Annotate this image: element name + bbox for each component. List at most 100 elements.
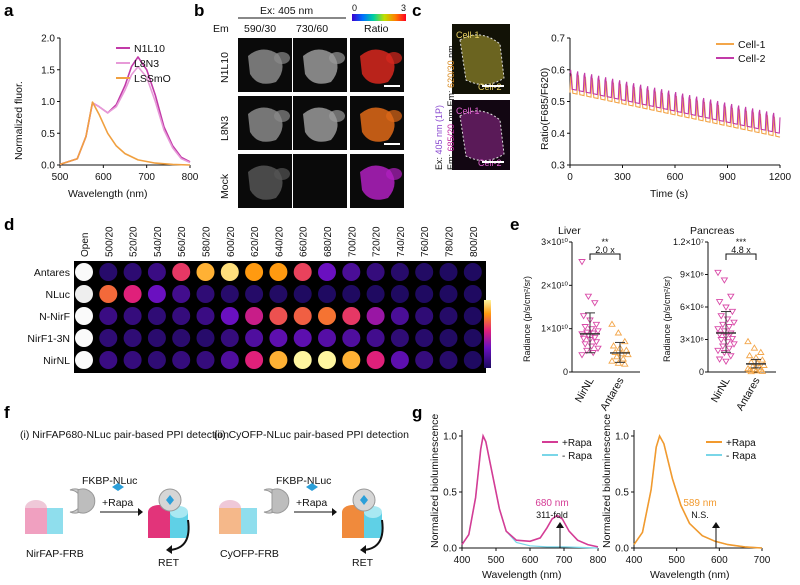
d-well (99, 351, 118, 369)
d-row-label: Antares (34, 267, 70, 279)
f-nluc-shape (77, 488, 96, 514)
d-well (123, 351, 142, 369)
c-xtick-label: 900 (719, 172, 736, 183)
f-ret-arrow (363, 519, 384, 551)
f-rapa-icon (112, 483, 124, 491)
d-well (172, 351, 191, 369)
e2-point (722, 358, 730, 366)
d-well (415, 329, 434, 347)
d-col-label: 660/20 (299, 226, 310, 257)
a-legend-label: L8N3 (134, 58, 159, 70)
d-colorbar (484, 300, 491, 368)
b-cell-shape (386, 168, 402, 180)
d-well (463, 329, 482, 347)
panel-b-images: Ex: 405 nm Em 590/30 730/60 0 3 Ratio N1… (213, 3, 406, 208)
g1-series-+Rapa (461, 433, 599, 548)
e1-ytick-label: 0 (563, 367, 568, 377)
d-col-label: 560/20 (177, 226, 188, 257)
e1-ytick-label: 2×10¹⁰ (541, 280, 568, 290)
b-ratio-max: 3 (401, 3, 406, 13)
e1-category-label: Antares (598, 376, 626, 413)
d-col-label: 540/20 (153, 226, 164, 257)
d-well (123, 329, 142, 347)
c-xtick-label: 1200 (769, 172, 792, 183)
d-well (390, 285, 409, 303)
g2-ylabel: Normalized bioluminescence (601, 414, 613, 548)
e2-point (717, 337, 725, 344)
d-well (318, 285, 336, 303)
g1-chart: 400 500 600 700 800 0.0 0.5 1.0 +Rapa - Rapa (443, 432, 607, 567)
d-well (75, 351, 93, 369)
d-well (75, 285, 93, 303)
d-well (366, 285, 385, 303)
b-image-tile (293, 154, 347, 208)
c-cell1-magenta: Cell-1 (456, 106, 480, 116)
e2-point (750, 344, 759, 351)
e2-ytick-label: 0 (699, 367, 704, 377)
e1-point (624, 350, 632, 358)
g1-xtick-label: 400 (454, 555, 471, 566)
panel-e: Liver Pancreas Radiance (p/s/cm²/sr) Rad… (522, 225, 776, 413)
e2-point (725, 345, 733, 353)
b-cell-shape (303, 49, 338, 84)
e2-point (717, 313, 725, 320)
d-col-label: 640/20 (274, 226, 285, 257)
g1-xtick-label: 500 (488, 555, 505, 566)
e1-point (578, 259, 586, 266)
g1-xlabel: Wavelength (nm) (482, 569, 562, 581)
c-ytick-label: 0.6 (551, 65, 565, 76)
c-ytick-label: 0.4 (551, 129, 565, 140)
g2-annotation-arrowhead (712, 522, 720, 528)
d-well (269, 351, 288, 369)
d-well (390, 351, 409, 369)
f-rapa-label: +Rapa (102, 497, 133, 509)
d-well (390, 329, 409, 347)
d-well (147, 285, 166, 303)
e2-point (720, 277, 729, 284)
d-well (245, 307, 264, 325)
e1-point (613, 352, 621, 360)
g2-legend-label: +Rapa (726, 438, 756, 449)
e1-point (579, 335, 588, 343)
e2-point (752, 367, 760, 374)
d-well (123, 307, 142, 325)
f-acceptor-body (25, 508, 47, 534)
e1-point (594, 345, 602, 353)
d-well (99, 329, 118, 347)
d-well (366, 351, 385, 369)
c-cell-outline-magenta (459, 110, 505, 161)
c-series-Cell-1 (569, 73, 781, 138)
panel-label-g: g (412, 403, 422, 422)
a-ytick-label: 2.0 (41, 34, 55, 45)
e2-point (747, 367, 755, 375)
d-well (196, 351, 215, 369)
e2-point (745, 351, 754, 359)
b-cell-shape (248, 107, 283, 142)
d-well (439, 307, 458, 325)
e2-point (744, 337, 752, 345)
d-well (439, 329, 458, 347)
g2-xtick-label: 500 (668, 555, 685, 566)
f-rapa-bound (360, 495, 368, 505)
e2-point (715, 299, 724, 306)
e2-ytick-label: 1.2×10⁷ (673, 237, 704, 247)
b-col-590: 590/30 (244, 23, 276, 35)
panel-label-c: c (412, 1, 421, 20)
g1-legend-label: - Rapa (562, 451, 592, 462)
e2-category-label: NirNL (709, 375, 733, 404)
e1-point (621, 360, 629, 367)
panel-f-schematic: (i) NirFAP680-NLuc pair-based PPI detect… (20, 429, 409, 569)
e1-point (622, 346, 631, 353)
a-series-LSSmO (59, 101, 191, 166)
f-title-ii: (ii) CyOFP-NLuc pair-based PPI detection (214, 429, 409, 441)
e1-point (591, 300, 599, 307)
g1-ytick-label: 1.0 (443, 432, 457, 443)
d-well (220, 285, 239, 303)
d-well (463, 285, 482, 303)
f-ret-arrow (169, 519, 190, 551)
f-acceptor-label: NirFAP-FRB (26, 548, 84, 560)
c-xtick-label: 0 (567, 172, 573, 183)
panel-g: Normalized bioluminescence Normalized bi… (429, 414, 771, 581)
g2-xtick-label: 700 (754, 555, 771, 566)
f-frb-bound (364, 512, 382, 538)
